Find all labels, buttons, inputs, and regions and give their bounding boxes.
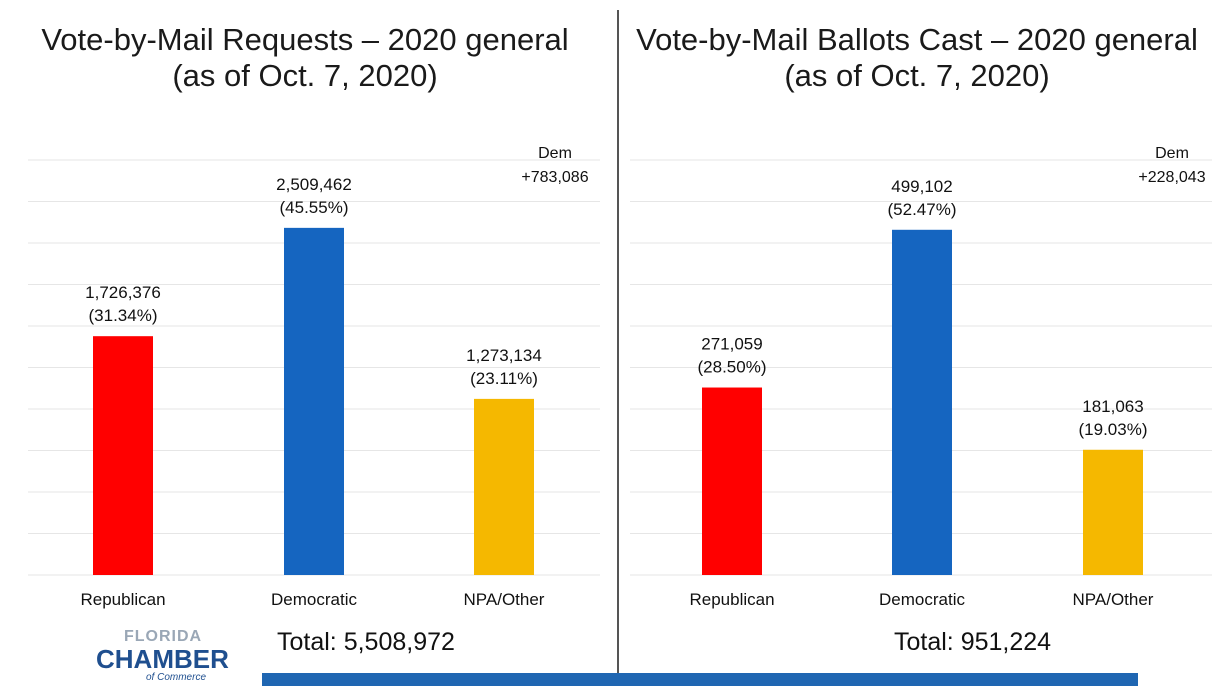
bar-npa-other [474, 398, 534, 575]
requests-chart-title: Vote-by-Mail Requests – 2020 general (as… [0, 22, 610, 94]
bar-value-label: 1,726,376 [85, 283, 161, 302]
annotation-margin: +228,043 [1138, 169, 1205, 186]
logo-line-2: CHAMBER [96, 644, 229, 674]
bar-percent-label: (28.50%) [698, 358, 767, 377]
logo-line-1: FLORIDA [124, 628, 203, 645]
bar-percent-label: (19.03%) [1079, 420, 1148, 439]
requests-bar-chart: 1,726,376 (31.34%) Republican 2,509,462 (45.… [28, 145, 600, 609]
annotation-margin: +783,086 [521, 169, 588, 186]
annotation-party: Dem [538, 145, 572, 162]
requests-subtitle-line: (as of Oct. 7, 2020) [172, 58, 438, 93]
category-tick-label: Republican [80, 590, 165, 609]
ballots-panel: Vote-by-Mail Ballots Cast – 2020 general… [612, 0, 1220, 686]
bar-value-label: 271,059 [701, 335, 762, 354]
category-tick-label: Republican [689, 590, 774, 609]
ballots-chart-title: Vote-by-Mail Ballots Cast – 2020 general… [612, 22, 1220, 94]
bar-value-label: 181,063 [1082, 397, 1143, 416]
bar-percent-label: (31.34%) [89, 306, 158, 325]
ballots-bar-chart: 271,059 (28.50%) Republican 499,102 (52.47%)… [630, 145, 1212, 609]
footer-accent-bar [262, 673, 1138, 686]
ballots-total: Total: 951,224 [894, 628, 1052, 656]
panel-divider [617, 10, 619, 686]
bar-value-label: 499,102 [891, 177, 952, 196]
bar-percent-label: (52.47%) [888, 200, 957, 219]
bar-democratic [892, 229, 952, 575]
bar-value-label: 2,509,462 [276, 175, 352, 194]
bar-value-label: 1,273,134 [466, 346, 542, 365]
ballots-subtitle-line: (as of Oct. 7, 2020) [784, 58, 1050, 93]
bar-republican [702, 387, 762, 575]
logo-line-3: of Commerce [146, 672, 207, 683]
category-tick-label: Democratic [271, 590, 357, 609]
requests-total: Total: 5,508,972 [277, 628, 455, 656]
bar-percent-label: (45.55%) [280, 198, 349, 217]
bar-democratic [284, 227, 344, 575]
category-tick-label: NPA/Other [1073, 590, 1154, 609]
annotation-party: Dem [1155, 145, 1189, 162]
bar-republican [93, 336, 153, 575]
bar-percent-label: (23.11%) [470, 369, 538, 388]
requests-panel: Vote-by-Mail Requests – 2020 general (as… [0, 22, 610, 656]
bar-npa-other [1083, 449, 1143, 575]
category-tick-label: NPA/Other [464, 590, 545, 609]
requests-title-line: Vote-by-Mail Requests – 2020 general [41, 22, 569, 57]
ballots-title-line: Vote-by-Mail Ballots Cast – 2020 general [636, 22, 1198, 57]
florida-chamber-logo: FLORIDA CHAMBER of Commerce [92, 628, 232, 684]
category-tick-label: Democratic [879, 590, 965, 609]
